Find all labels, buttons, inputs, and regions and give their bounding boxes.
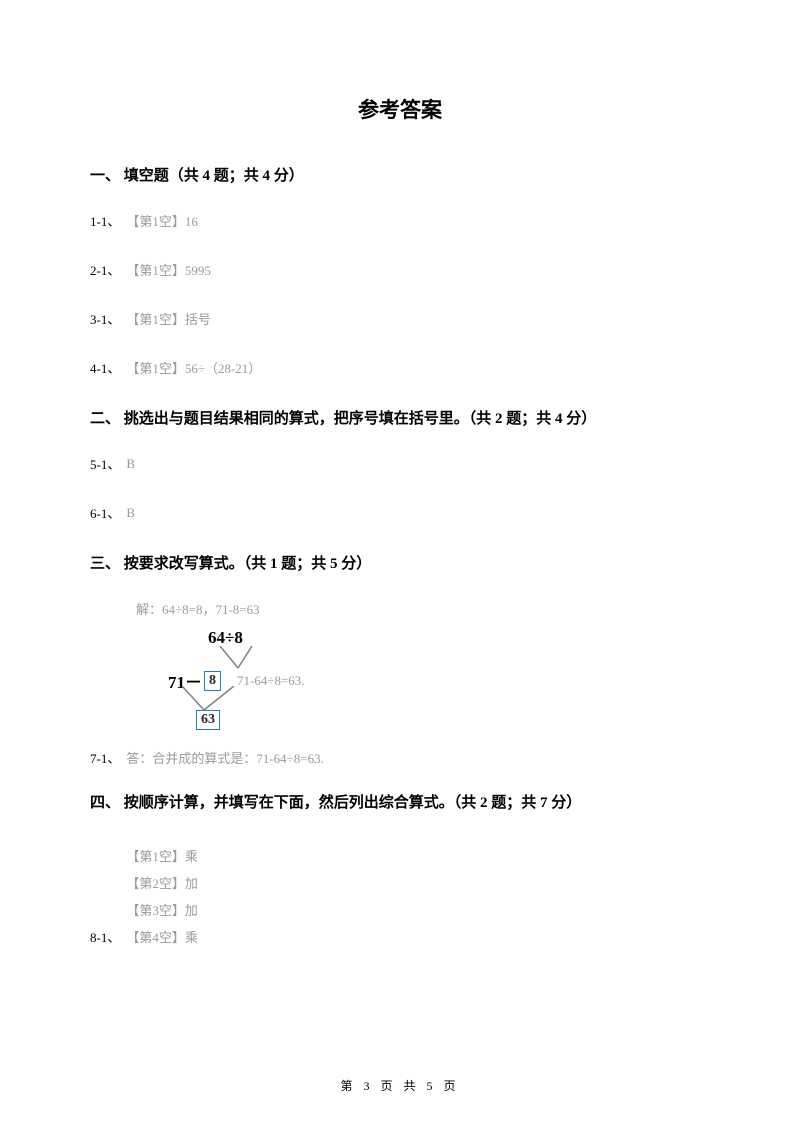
section-2-header: 二、 挑选出与题目结果相同的算式，把序号填在括号里。（共 2 题；共 4 分） [90, 407, 710, 428]
page-title: 参考答案 [90, 94, 710, 124]
answer-1-1: 1-1、 【第1空】16 [90, 211, 710, 230]
answer-label: 6-1、 [90, 503, 120, 522]
section-3-header: 三、 按要求改写算式。（共 1 题；共 5 分） [90, 552, 710, 573]
q8-blank-1: 【第1空】乘 [126, 846, 198, 865]
diagram-box-63: 63 [196, 710, 220, 730]
q8-blank-4: 【第4空】乘 [126, 927, 198, 946]
q8-blank-2: 【第2空】加 [126, 873, 198, 892]
answer-label: 2-1、 [90, 260, 120, 279]
answer-4-1: 4-1、 【第1空】56÷（28-21） [90, 358, 710, 377]
answer-3-1: 3-1、 【第1空】括号 [90, 309, 710, 328]
answer-label: 5-1、 [90, 454, 120, 473]
answer-content: 【第1空】5995 [126, 260, 211, 279]
answer-2-1: 2-1、 【第1空】5995 [90, 260, 710, 279]
calculation-diagram: 64÷8 71－ 8 71-64÷8=63. 63 [152, 628, 710, 736]
diagram-expr-top: 64÷8 [208, 628, 243, 648]
q7-solution-text: 解：64÷8=8，71-8=63 [136, 599, 710, 618]
answer-label: 3-1、 [90, 309, 120, 328]
section-4-header: 四、 按顺序计算，并填写在下面，然后列出综合算式。（共 2 题；共 7 分） [90, 791, 710, 812]
diagram-equation: 71-64÷8=63. [237, 673, 305, 689]
page-footer: 第 3 页 共 5 页 [0, 1077, 800, 1094]
diagram-box-63-container: 63 [194, 710, 222, 730]
answer-content: 【第1空】16 [126, 211, 198, 230]
answer-content: 答：合并成的算式是：71-64÷8=63. [126, 748, 324, 767]
answer-label: 8-1、 [90, 927, 120, 946]
answer-7-1: 7-1、 答：合并成的算式是：71-64÷8=63. [90, 748, 710, 767]
answer-label: 7-1、 [90, 748, 120, 767]
section-1-header: 一、 填空题（共 4 题；共 4 分） [90, 164, 710, 185]
answer-5-1: 5-1、 B [90, 454, 710, 473]
q7-diagram: 解：64÷8=8，71-8=63 64÷8 71－ 8 71-64÷8=63. … [90, 599, 710, 736]
answer-8-1: 8-1、 【第1空】乘 【第2空】加 【第3空】加 【第4空】乘 [90, 838, 710, 946]
answer-content: 【第1空】56÷（28-21） [126, 358, 261, 377]
answer-content: 【第1空】括号 [126, 309, 211, 328]
connector-lines-bottom [176, 686, 240, 712]
q8-blanks: 【第1空】乘 【第2空】加 【第3空】加 【第4空】乘 [126, 846, 198, 946]
page-content: 参考答案 一、 填空题（共 4 题；共 4 分） 1-1、 【第1空】16 2-… [0, 0, 800, 946]
answer-label: 4-1、 [90, 358, 120, 377]
answer-content: B [126, 505, 135, 521]
answer-6-1: 6-1、 B [90, 503, 710, 522]
answer-label: 1-1、 [90, 211, 120, 230]
answer-content: B [126, 456, 135, 472]
connector-lines-top [212, 646, 256, 670]
q8-blank-3: 【第3空】加 [126, 900, 198, 919]
